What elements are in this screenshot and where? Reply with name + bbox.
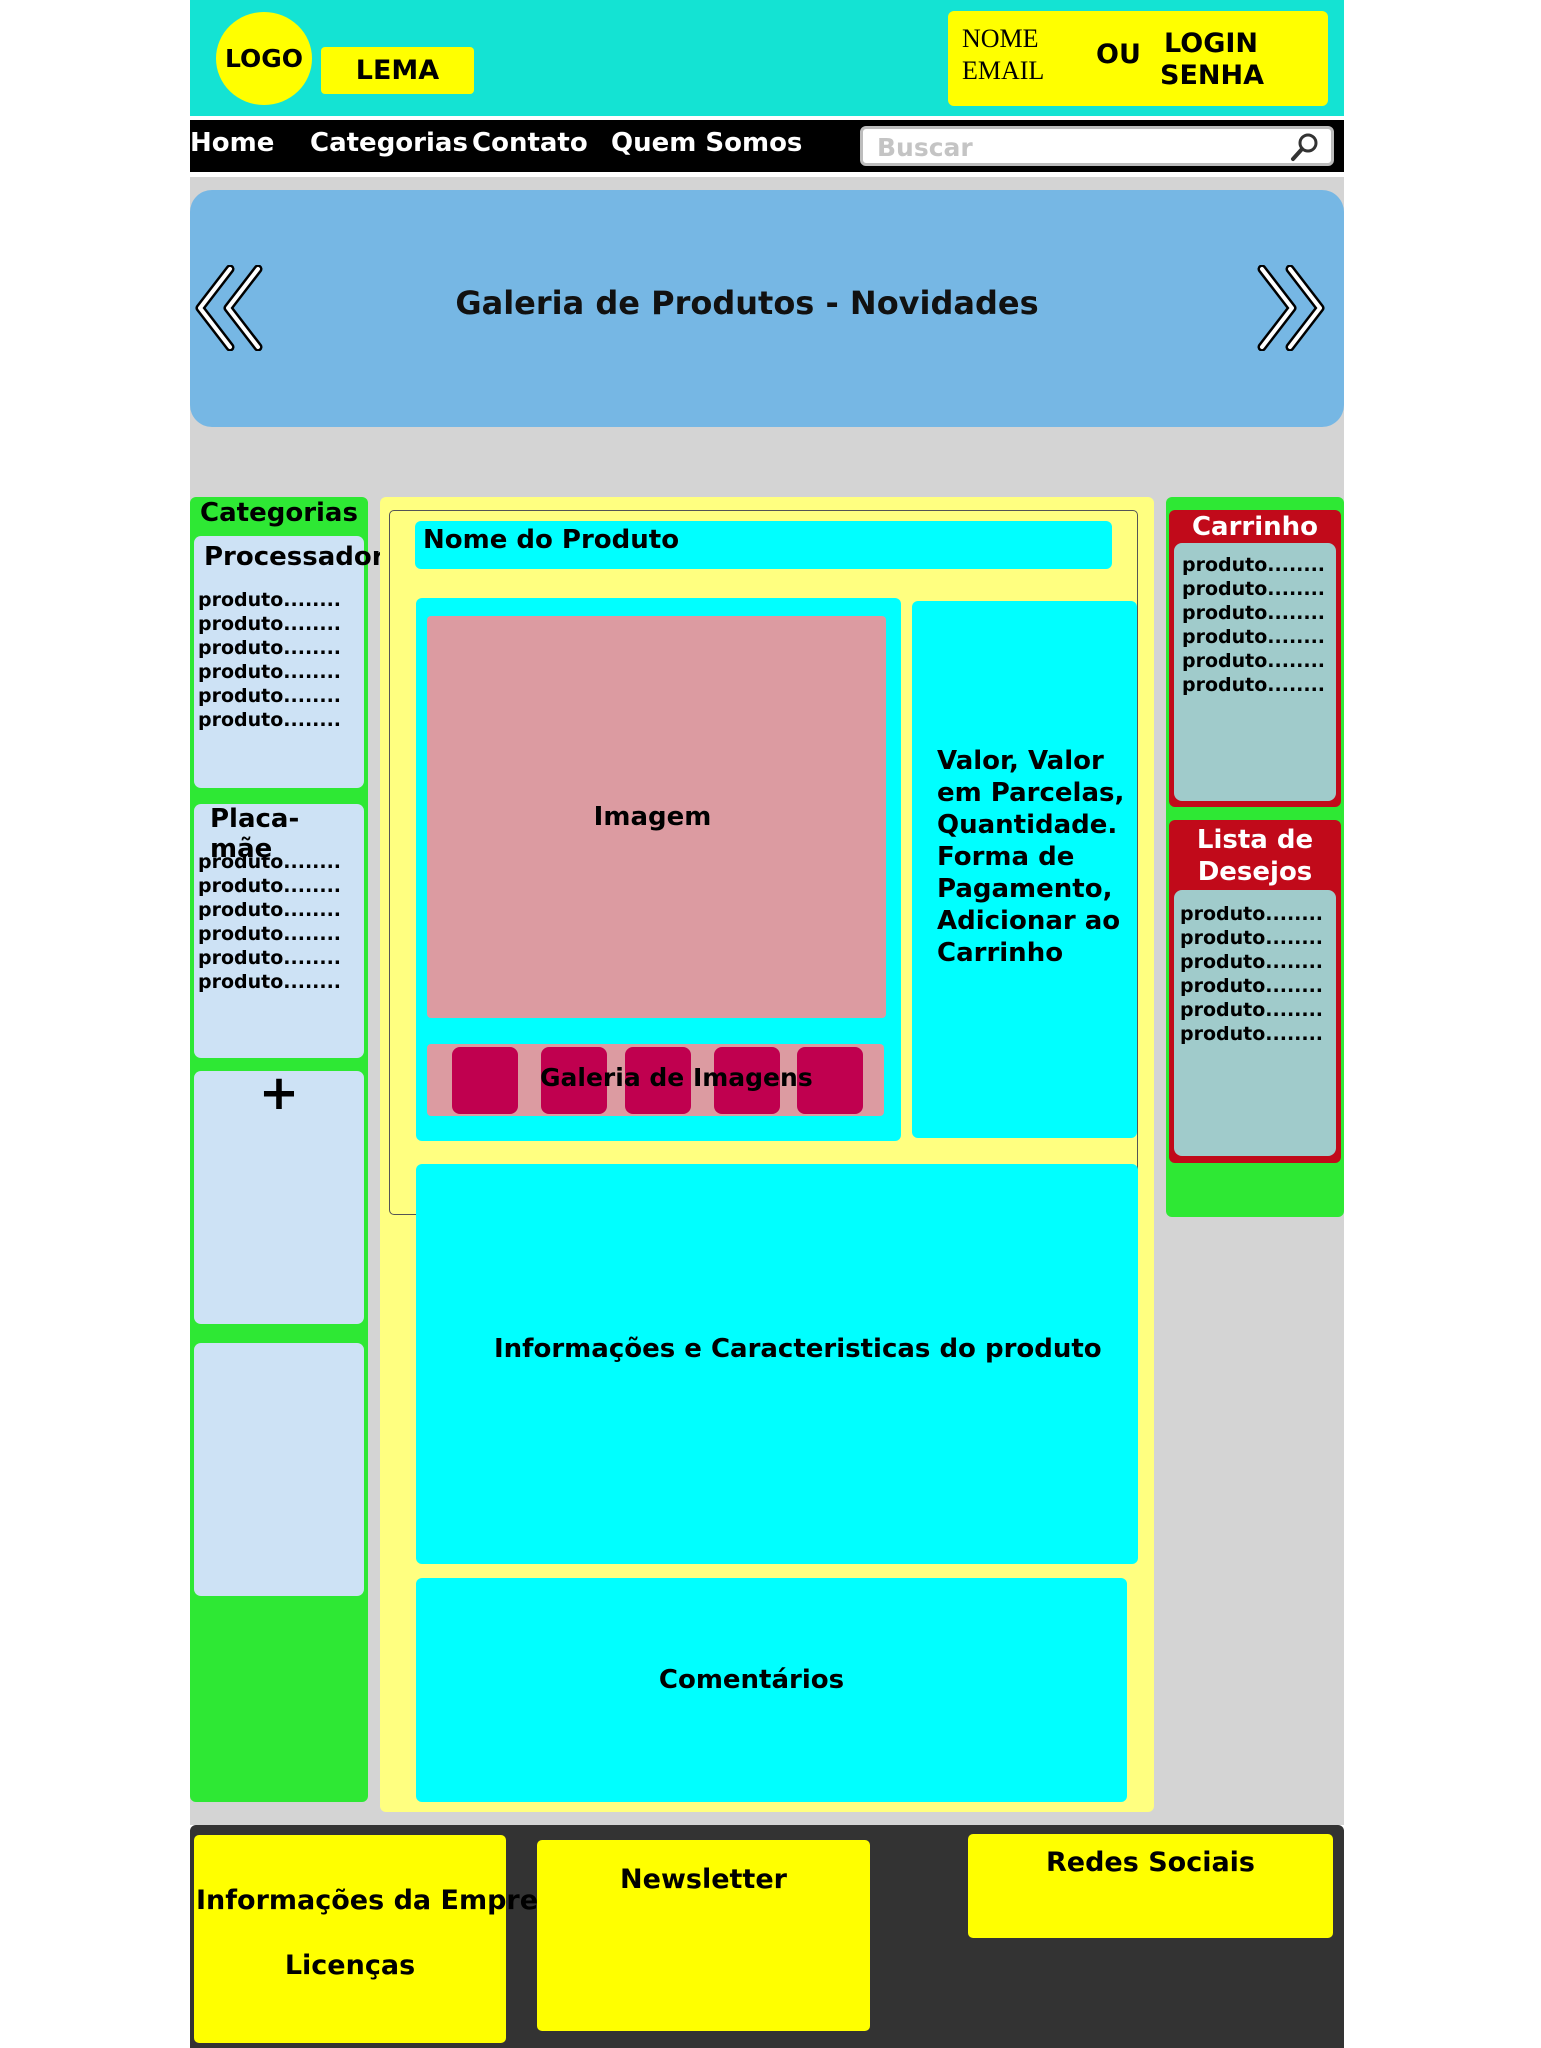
list-item[interactable]: produto........	[1182, 626, 1326, 648]
comments-label: Comentários	[658, 1665, 845, 1695]
login-name-field[interactable]: NOME	[962, 24, 1039, 53]
nav-contact[interactable]: Contato	[472, 128, 588, 158]
category-group-empty	[194, 1343, 364, 1596]
list-item[interactable]: produto........	[1182, 578, 1326, 600]
login-panel	[948, 11, 1328, 106]
price-purchase-panel: Valor, Valor em Parcelas, Quantidade. Fo…	[912, 601, 1137, 1138]
nav-about[interactable]: Quem Somos	[611, 128, 803, 158]
list-item[interactable]: produto........	[1182, 650, 1326, 672]
or-label: OU	[1096, 39, 1141, 70]
list-item[interactable]: produto........	[1180, 975, 1324, 997]
carousel-next-icon[interactable]	[1254, 265, 1326, 351]
list-item[interactable]: produto........	[198, 923, 342, 945]
gallery-thumbnail[interactable]	[797, 1047, 863, 1114]
wishlist-panel: Lista de Desejos produto........ produto…	[1169, 820, 1341, 1163]
product-image-label: Imagem	[593, 802, 712, 832]
login-button[interactable]: LOGIN	[1164, 28, 1258, 59]
list-item[interactable]: produto........	[1180, 903, 1324, 925]
footer-company-box: Informações da Empresa Licenças	[194, 1835, 572, 2043]
product-name: Nome do Produto	[423, 525, 680, 555]
gallery-thumbnail[interactable]	[541, 1047, 607, 1114]
gallery-thumbnail[interactable]	[452, 1047, 518, 1114]
list-item[interactable]: produto........	[198, 947, 342, 969]
list-item[interactable]: produto........	[198, 851, 342, 873]
footer-newsletter-box: Newsletter	[537, 1840, 870, 2031]
category-group-motherboard: Placa- mãe produto........ produto......…	[194, 804, 364, 1058]
comments-section: Comentários	[416, 1578, 1127, 1802]
footer-social-box: Redes Sociais	[968, 1834, 1333, 1938]
wishlist-list: produto........ produto........ produto.…	[1174, 890, 1336, 1156]
product-info-label: Informações e Caracteristicas do produto	[494, 1334, 1102, 1364]
list-item[interactable]: produto........	[1180, 951, 1324, 973]
sidebar-title: Categorias	[200, 498, 358, 528]
list-item[interactable]: produto........	[1182, 602, 1326, 624]
list-item[interactable]: produto........	[1182, 674, 1326, 696]
list-item[interactable]: produto........	[1180, 999, 1324, 1021]
list-item[interactable]: produto........	[198, 899, 342, 921]
product-info-section: Informações e Caracteristicas do produto	[416, 1164, 1138, 1564]
list-item[interactable]: produto........	[1180, 1023, 1324, 1045]
list-item[interactable]: produto........	[1182, 554, 1326, 576]
list-item[interactable]: produto........	[1180, 927, 1324, 949]
product-carousel: Galeria de Produtos - Novidades	[190, 190, 1344, 427]
price-info: Valor, Valor em Parcelas, Quantidade. Fo…	[937, 746, 1125, 968]
licenses-link[interactable]: Licenças	[284, 1950, 416, 1981]
newsletter-label[interactable]: Newsletter	[620, 1864, 787, 1895]
cart-panel: Carrinho produto........ produto........…	[1169, 510, 1341, 807]
search-icon[interactable]	[1289, 131, 1321, 163]
list-item[interactable]: produto........	[198, 637, 342, 659]
motto-badge: LEMA	[321, 47, 474, 94]
nav-categories[interactable]: Categorias	[310, 128, 468, 158]
password-field[interactable]: SENHA	[1160, 60, 1264, 91]
search-box	[860, 126, 1334, 166]
product-name-bar: Nome do Produto	[415, 521, 1112, 569]
login-email-field[interactable]: EMAIL	[962, 56, 1045, 85]
list-item[interactable]: produto........	[198, 613, 342, 635]
logo-text: LOGO	[224, 44, 304, 73]
add-category-icon[interactable]: +	[258, 1065, 300, 1121]
list-item[interactable]: produto........	[198, 685, 342, 707]
company-info-link[interactable]: Informações da Empresa	[196, 1885, 573, 1916]
carousel-title: Galeria de Produtos - Novidades	[455, 283, 1039, 322]
list-item[interactable]: produto........	[198, 971, 342, 993]
list-item[interactable]: produto........	[198, 709, 342, 731]
search-input[interactable]	[875, 131, 1279, 163]
cart-title: Carrinho	[1191, 512, 1319, 542]
category-group-title[interactable]: Placa- mãe	[210, 804, 300, 864]
wishlist-title: Lista de Desejos	[1196, 825, 1314, 887]
list-item[interactable]: produto........	[198, 661, 342, 683]
social-label[interactable]: Redes Sociais	[1045, 1847, 1255, 1878]
category-group-processor: Processador produto........ produto.....…	[194, 536, 385, 788]
product-image[interactable]: Imagem	[427, 616, 886, 1018]
gallery-thumbnail[interactable]	[625, 1047, 691, 1114]
cart-list: produto........ produto........ produto.…	[1174, 543, 1336, 801]
category-group-more: +	[194, 1065, 364, 1324]
logo[interactable]: LOGO	[216, 12, 312, 105]
motto-text: LEMA	[355, 55, 440, 86]
carousel-prev-icon[interactable]	[194, 265, 266, 351]
list-item[interactable]: produto........	[198, 875, 342, 897]
list-item[interactable]: produto........	[198, 589, 342, 611]
gallery-label: Galeria de Imagens	[540, 1063, 813, 1092]
gallery-thumbnail[interactable]	[714, 1047, 780, 1114]
nav-home[interactable]: Home	[190, 128, 275, 158]
category-group-title[interactable]: Processador	[204, 542, 385, 572]
